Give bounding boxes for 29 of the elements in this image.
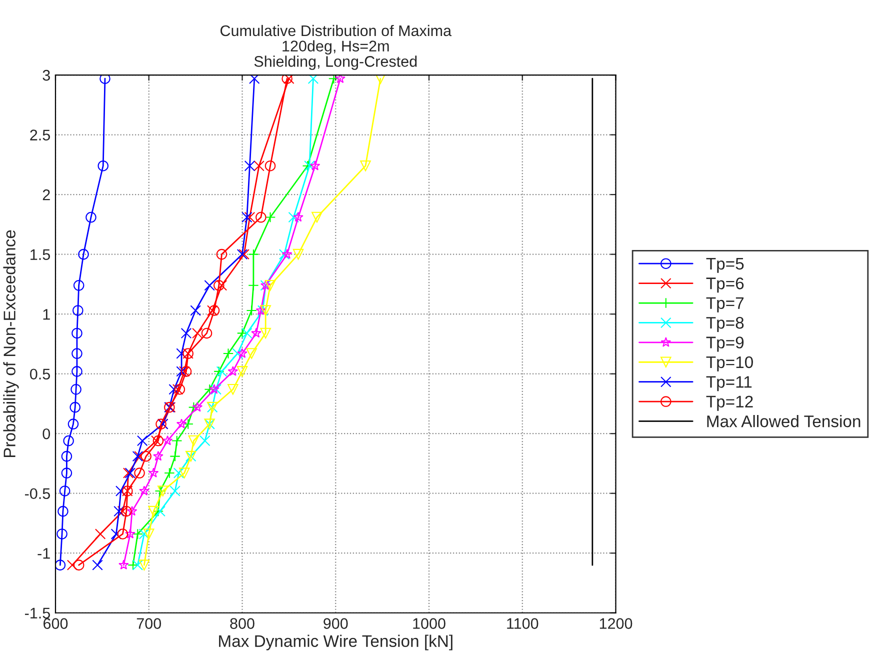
y-tick-label: -1.5 xyxy=(24,608,50,619)
x-tick-label: 1200 xyxy=(600,618,632,629)
y-tick-label: -1 xyxy=(38,548,50,559)
y-tick-label: -0.5 xyxy=(24,488,50,500)
x-tick-label: 700 xyxy=(136,618,162,629)
legend-label: Tp=9 xyxy=(706,336,744,352)
x-tick-label: 1000 xyxy=(413,618,446,629)
y-tick-label: 0.5 xyxy=(30,368,50,380)
legend-label: Tp=7 xyxy=(706,297,744,312)
y-axis-title: Probability of Non-Exceedance xyxy=(3,230,19,457)
chart-title: Cumulative Distribution of Maxima 120deg, Hs=2m Shielding, Long-Crested xyxy=(220,24,452,70)
y-tick-label: 2 xyxy=(42,189,50,200)
legend-label: Tp=10 xyxy=(706,356,753,372)
y-tick-label: 1.5 xyxy=(30,249,50,260)
legend-label: Tp=11 xyxy=(706,376,752,392)
legend-label: Max Allowed Tension xyxy=(707,414,860,428)
legend-label: Tp=8 xyxy=(706,316,744,332)
legend-label: Tp=12 xyxy=(706,396,753,411)
x-tick-label: 900 xyxy=(324,618,348,629)
y-tick-label: 0 xyxy=(42,428,50,440)
x-tick-label: 600 xyxy=(44,618,68,629)
legend-label: Tp=5 xyxy=(706,258,744,273)
y-tick-label: 2.5 xyxy=(30,130,50,140)
x-tick-label: 1100 xyxy=(507,618,538,629)
x-tick-label: 800 xyxy=(230,618,254,629)
y-tick-label: 1 xyxy=(43,309,50,320)
legend-label: Tp=6 xyxy=(706,278,744,293)
x-axis-title: Max Dynamic Wire Tension [kN] xyxy=(219,634,452,650)
y-tick-label: 3 xyxy=(42,70,50,81)
